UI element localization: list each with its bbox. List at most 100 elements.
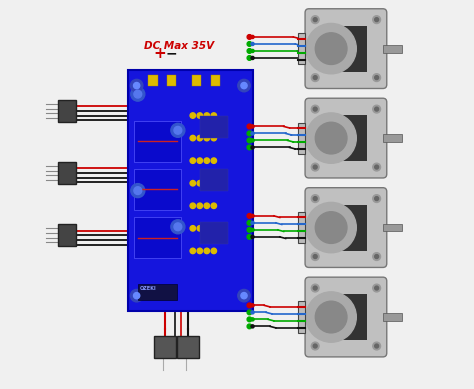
Circle shape: [313, 286, 317, 290]
Circle shape: [197, 135, 202, 141]
Circle shape: [247, 310, 252, 315]
Circle shape: [373, 74, 381, 82]
Bar: [201, 116, 228, 138]
Circle shape: [251, 311, 254, 314]
Circle shape: [306, 113, 356, 163]
Text: OZEKI: OZEKI: [140, 286, 156, 291]
Bar: [298, 301, 305, 333]
Bar: [383, 224, 402, 231]
Circle shape: [238, 79, 250, 92]
Circle shape: [375, 344, 379, 348]
FancyBboxPatch shape: [305, 98, 387, 178]
Circle shape: [251, 35, 254, 39]
Circle shape: [311, 284, 319, 292]
Circle shape: [313, 107, 317, 111]
Circle shape: [251, 325, 254, 328]
Circle shape: [313, 165, 317, 169]
Circle shape: [247, 138, 252, 143]
Circle shape: [251, 42, 254, 46]
Bar: [177, 336, 199, 358]
Circle shape: [373, 195, 381, 202]
Circle shape: [311, 195, 319, 202]
Circle shape: [131, 184, 145, 198]
Circle shape: [241, 82, 247, 89]
Circle shape: [315, 122, 347, 154]
Circle shape: [204, 135, 210, 141]
Circle shape: [197, 113, 202, 118]
Circle shape: [247, 214, 252, 218]
Circle shape: [313, 197, 317, 201]
Circle shape: [247, 317, 252, 322]
Circle shape: [315, 212, 347, 244]
Circle shape: [174, 223, 182, 231]
Bar: [383, 313, 402, 321]
Bar: [148, 75, 158, 86]
Circle shape: [373, 284, 381, 292]
Bar: [167, 75, 176, 86]
Circle shape: [190, 226, 196, 231]
Circle shape: [247, 221, 252, 225]
Bar: [210, 75, 220, 86]
Circle shape: [311, 342, 319, 350]
Circle shape: [247, 303, 252, 308]
Bar: [325, 115, 366, 161]
Circle shape: [313, 255, 317, 259]
Circle shape: [197, 248, 202, 254]
Circle shape: [204, 226, 210, 231]
Circle shape: [204, 248, 210, 254]
FancyBboxPatch shape: [305, 188, 387, 268]
Bar: [298, 123, 305, 154]
Circle shape: [313, 344, 317, 348]
Circle shape: [251, 49, 254, 53]
Circle shape: [251, 228, 254, 231]
Circle shape: [251, 235, 254, 238]
Circle shape: [375, 107, 379, 111]
Circle shape: [204, 113, 210, 118]
Circle shape: [315, 301, 347, 333]
Circle shape: [241, 293, 247, 299]
Circle shape: [251, 318, 254, 321]
Bar: [58, 100, 75, 122]
Circle shape: [311, 16, 319, 23]
Circle shape: [251, 304, 254, 307]
Bar: [134, 169, 181, 210]
Circle shape: [311, 253, 319, 261]
Bar: [58, 162, 75, 184]
Circle shape: [247, 324, 252, 329]
Circle shape: [313, 18, 317, 21]
Circle shape: [373, 105, 381, 113]
Circle shape: [197, 158, 202, 163]
Circle shape: [197, 203, 202, 209]
Circle shape: [311, 163, 319, 171]
Text: DC Max 35V: DC Max 35V: [144, 40, 214, 51]
Circle shape: [375, 286, 379, 290]
FancyBboxPatch shape: [305, 277, 387, 357]
Circle shape: [313, 76, 317, 80]
Circle shape: [190, 180, 196, 186]
Bar: [201, 222, 228, 244]
Circle shape: [134, 90, 142, 98]
Circle shape: [375, 197, 379, 201]
Circle shape: [251, 146, 254, 149]
Bar: [134, 121, 181, 162]
Bar: [383, 134, 402, 142]
Circle shape: [190, 248, 196, 254]
Circle shape: [251, 125, 254, 128]
Circle shape: [211, 113, 217, 118]
Circle shape: [375, 76, 379, 80]
Circle shape: [211, 135, 217, 141]
Circle shape: [247, 235, 252, 239]
Circle shape: [247, 35, 252, 39]
Circle shape: [373, 163, 381, 171]
Circle shape: [190, 113, 196, 118]
Circle shape: [315, 33, 347, 65]
Circle shape: [306, 202, 356, 253]
Circle shape: [373, 253, 381, 261]
Circle shape: [134, 187, 142, 194]
Circle shape: [247, 228, 252, 232]
Circle shape: [247, 49, 252, 53]
Circle shape: [251, 56, 254, 60]
Bar: [325, 205, 366, 251]
Circle shape: [247, 131, 252, 136]
Circle shape: [373, 342, 381, 350]
